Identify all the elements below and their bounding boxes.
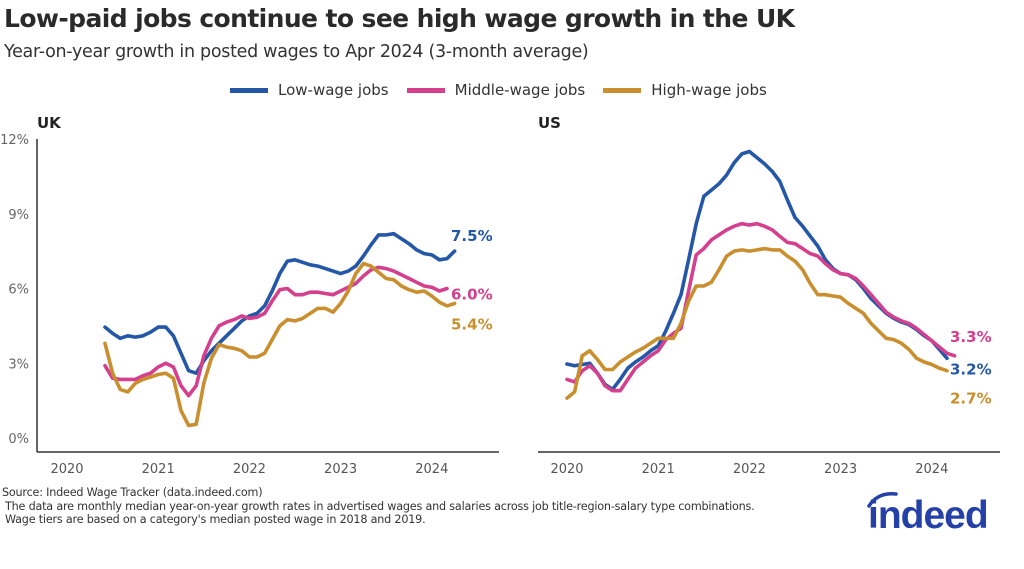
legend-item-high: High-wage jobs	[603, 81, 767, 99]
legend-item-middle: Middle-wage jobs	[406, 81, 586, 99]
legend-label: Low-wage jobs	[278, 81, 389, 99]
legend-item-low: Low-wage jobs	[230, 81, 389, 99]
legend-label: High-wage jobs	[651, 81, 767, 99]
y-tick-label: 12%	[0, 133, 29, 148]
series-line-high	[565, 246, 949, 400]
svg-text:indeed: indeed	[868, 494, 988, 534]
chart-subtitle: Year-on-year growth in posted wages to A…	[4, 42, 589, 62]
note-text: Wage tiers are based on a category's med…	[5, 513, 426, 526]
chart-title: Low-paid jobs continue to see high wage …	[4, 4, 795, 33]
end-value-label-low: 3.2%	[950, 360, 992, 378]
y-tick-label: 9%	[8, 208, 29, 223]
legend-swatch-middle	[406, 87, 445, 93]
series-line-middle	[565, 221, 957, 393]
legend-swatch-low	[230, 87, 268, 93]
x-tick-label: 2022	[233, 462, 266, 477]
legend-label: Middle-wage jobs	[454, 81, 586, 99]
indeed-logo: indeed	[866, 488, 1006, 538]
footer: Source: Indeed Wage Tracker (data.indeed…	[2, 486, 755, 527]
series-line-high	[103, 261, 457, 428]
legend-swatch-high	[603, 87, 642, 93]
series-line-middle	[103, 265, 449, 398]
y-tick-label: 6%	[8, 283, 29, 298]
end-value-label-high: 2.7%	[950, 390, 992, 408]
x-tick-label: 2024	[415, 462, 448, 477]
x-tick-label: 2024	[915, 462, 948, 477]
end-value-label-high: 5.4%	[451, 315, 493, 333]
series-line-low	[565, 149, 949, 392]
end-value-label-middle: 6.0%	[451, 286, 493, 304]
legend: Low-wage jobs Middle-wage jobs High-wage…	[230, 81, 767, 99]
x-tick-label: 2020	[50, 462, 83, 477]
x-tick-label: 2021	[642, 462, 675, 477]
end-value-label-low: 7.5%	[451, 227, 493, 245]
x-tick-label: 2023	[324, 462, 357, 477]
source-text: Source: Indeed Wage Tracker (data.indeed…	[2, 486, 263, 499]
panel-title: UK	[37, 114, 62, 132]
x-tick-label: 2022	[733, 462, 766, 477]
y-tick-label: 0%	[8, 432, 29, 447]
y-tick-label: 3%	[8, 357, 29, 372]
series-line-low	[103, 231, 457, 376]
x-tick-label: 2023	[824, 462, 857, 477]
end-value-label-middle: 3.3%	[950, 328, 992, 346]
chart-svg: UK 0% 3% 6% 9% 12% 2020 2021 2022 2023 2024 7.5% 6.0…	[0, 114, 1000, 477]
panel-title: US	[538, 114, 561, 132]
note-text: The data are monthly median year-on-year…	[5, 499, 755, 513]
x-tick-label: 2021	[142, 462, 175, 477]
x-tick-label: 2020	[550, 462, 583, 477]
